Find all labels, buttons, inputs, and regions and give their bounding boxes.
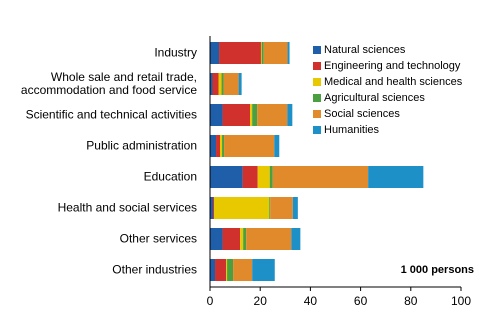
legend-swatch [313, 110, 321, 118]
bar-segment [238, 73, 242, 95]
bar-segment [210, 166, 243, 188]
bar-segment [212, 73, 219, 95]
bar-segment [287, 104, 293, 126]
x-tick-label: 100 [451, 294, 471, 308]
bar-segment [287, 42, 290, 64]
bar-segment [218, 73, 222, 95]
bar-segment [269, 166, 273, 188]
legend-swatch [313, 46, 321, 54]
bar-segment [257, 166, 270, 188]
legend-swatch [313, 126, 321, 134]
legend-label: Agricultural sciences [324, 92, 425, 104]
bar-segment [210, 104, 223, 126]
legend-label: Social sciences [324, 108, 400, 120]
legend-label: Engineering and technology [324, 60, 461, 72]
y-tick-label: Other services [119, 231, 197, 246]
bar-segment [243, 228, 247, 250]
x-tick-label: 0 [207, 294, 214, 308]
y-tick-label: Health and social services [57, 200, 197, 215]
bar-segment [213, 197, 215, 219]
legend-label: Medical and health sciences [324, 76, 463, 88]
y-tick-label: Scientific and technical activities [25, 107, 197, 122]
bar-segment [219, 42, 261, 64]
bar-segment [227, 259, 234, 281]
bar-segment [252, 104, 258, 126]
y-tick-label: Other industries [112, 262, 197, 277]
bar-segment [210, 73, 213, 95]
y-tick-label: Education [143, 169, 197, 184]
x-tick-label: 20 [254, 294, 268, 308]
bar-segment [240, 228, 244, 250]
bar-segment [250, 104, 253, 126]
legend-label: Natural sciences [324, 44, 406, 56]
bar-segment [222, 135, 225, 157]
bar-segment [215, 259, 227, 281]
bar-segment [261, 42, 264, 64]
y-tick-label: Whole sale and retail trade, accommodati… [20, 70, 197, 97]
bar-segment [210, 259, 216, 281]
bar-segment [226, 259, 228, 281]
y-tick-label: Public administration [86, 138, 197, 153]
legend-swatch [313, 94, 321, 102]
bar-segment [260, 42, 262, 64]
bar-segment [269, 197, 271, 219]
bar-segment [222, 228, 241, 250]
bar-segment [221, 73, 224, 95]
bar-segment [210, 197, 214, 219]
y-tick-label: Industry [154, 45, 197, 60]
annotation: 1 000 persons [401, 264, 474, 276]
legend-label: Humanities [324, 124, 380, 136]
bar-segment [257, 104, 288, 126]
bar-segment [233, 259, 253, 281]
bar-segment [242, 166, 258, 188]
bar-segment [210, 228, 223, 250]
bar-segment [220, 135, 223, 157]
bar-segment [274, 135, 280, 157]
bar-segment [270, 197, 293, 219]
bar-segment [368, 166, 424, 188]
bar-segment [222, 104, 251, 126]
bar-segment [291, 228, 301, 250]
bar-segment [210, 42, 220, 64]
bar-segment [272, 166, 369, 188]
legend-swatch [313, 78, 321, 86]
bar-segment [216, 135, 221, 157]
bar-segment [292, 197, 298, 219]
bar-segment [246, 228, 292, 250]
x-tick-label: 80 [404, 294, 418, 308]
bar-segment [224, 135, 275, 157]
bar-segment [210, 135, 217, 157]
bar-segment [223, 73, 239, 95]
x-tick-label: 60 [354, 294, 368, 308]
legend-swatch [313, 62, 321, 70]
bar-segment [214, 197, 270, 219]
x-tick-label: 40 [304, 294, 318, 308]
bar-segment [252, 259, 275, 281]
bar-segment [263, 42, 288, 64]
